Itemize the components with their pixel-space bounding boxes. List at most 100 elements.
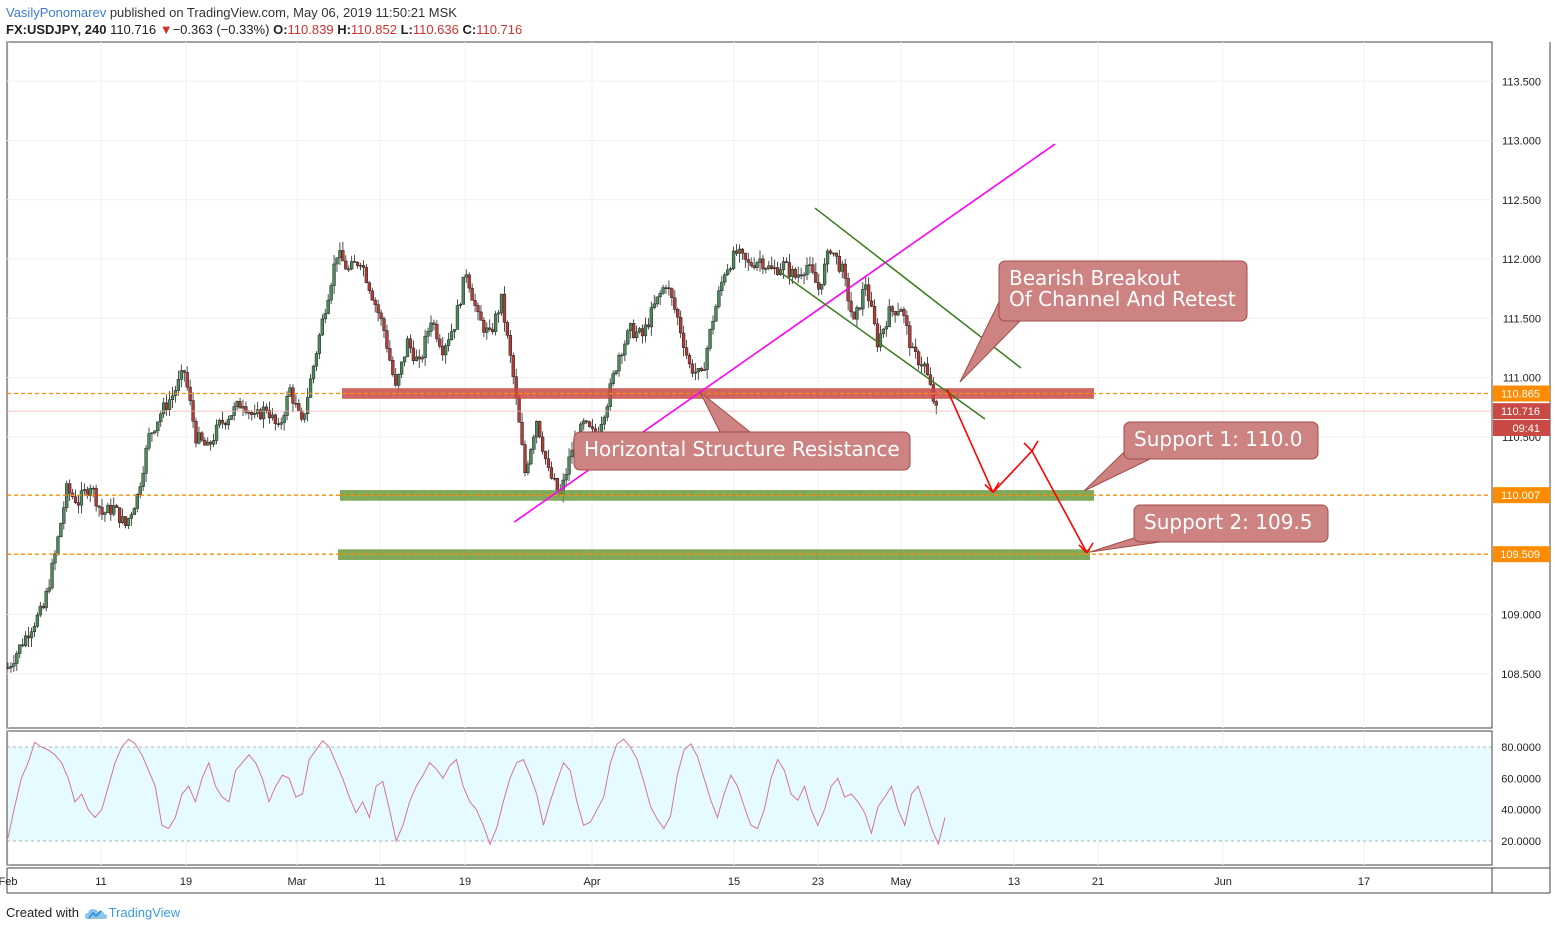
candle-body [731,250,736,269]
support2-callout[interactable] [1133,504,1329,543]
candle-body [652,303,656,308]
publish-info: VasilyPonomarev published on TradingView… [6,5,457,20]
symbol-label[interactable]: FX:USDJPY, 240 [6,22,107,37]
candle-body [905,315,909,326]
y-tick-label: 113.500 [1502,76,1541,88]
candle-body [867,284,871,302]
candle-body [520,421,524,445]
candle-body [614,370,618,375]
breakout-callout-text: Bearish Breakout [1009,266,1180,290]
candle-body [737,248,742,254]
candle-body [467,274,471,289]
resistance-zone[interactable] [342,388,1094,399]
candle-body [646,324,651,328]
projection-arrow[interactable] [992,450,1033,493]
candle-body [696,368,700,373]
candle-body [499,293,504,314]
candle-body [714,306,718,322]
candle-body [834,252,839,257]
y-tick-label: 113.000 [1502,136,1541,148]
rsi-tick-label: 80.0000 [1501,742,1541,754]
candle-body [452,329,457,332]
candle-body [837,255,841,272]
candle-body [432,322,436,325]
candle-body [552,477,557,480]
candle-body [12,663,16,667]
candle-body [811,264,815,273]
candle-body [787,262,792,277]
candle-body [170,395,175,400]
candle-body [908,325,912,348]
projection-arrow[interactable] [1031,450,1088,554]
candle-body [893,311,897,316]
candle-body [549,467,554,479]
candle-body [238,401,242,409]
candle-body [814,272,818,283]
candle-body [244,406,248,413]
candle-body [822,263,827,285]
candle-body [120,516,125,523]
candle-body [793,268,797,278]
candle-body [502,293,507,323]
candle-body [144,447,148,474]
candle-body [749,262,753,266]
candle-body [235,401,239,407]
x-tick-label: 21 [1092,876,1104,888]
author-link[interactable]: VasilyPonomarev [6,5,107,20]
candle-body [458,304,463,306]
x-tick-label: May [891,876,912,888]
candle-body [35,614,40,627]
high-label: H: [337,22,351,37]
y-tick-label: 112.000 [1502,254,1541,266]
candle-body [761,258,765,270]
candle-body [505,322,510,336]
candle-body [241,406,245,409]
candle-body [358,265,363,267]
candle-body [526,463,530,473]
candle-body [491,329,495,333]
rsi-line[interactable] [7,738,946,846]
projection-arrow[interactable] [946,389,994,493]
resistance-callout[interactable] [573,431,911,471]
candle-body [564,474,568,481]
candle-body [223,422,228,426]
channel-lower-line[interactable] [779,271,986,420]
candle-body [840,263,844,272]
created-with-text: Created with [6,905,79,920]
breakout-callout[interactable] [998,260,1248,322]
candle-body [53,553,57,564]
candle-body [352,261,357,263]
resistance-callout-text: Horizontal Structure Resistance [584,437,900,461]
candle-body [637,328,642,333]
tradingview-brand[interactable]: TradingView [108,905,181,920]
candle-body [379,312,383,320]
candle-body [364,267,369,283]
candle-body [370,290,374,301]
candle-body [261,406,266,420]
candle-body [711,320,715,330]
candle-body [267,410,272,419]
candle-body [755,262,759,268]
candle-body [585,420,589,423]
candle-body [699,368,703,372]
candle-body [869,300,874,307]
candle-body [29,631,34,639]
candle-body [734,250,739,254]
candle-body [743,252,747,260]
candle-body [100,506,104,515]
candle-body [632,323,636,338]
candle-body [881,328,886,335]
arrowhead [1078,542,1094,554]
support1-callout[interactable] [1123,421,1319,460]
candle-body [103,512,107,515]
candle-body [106,504,110,513]
candle-body [220,419,225,424]
arrowhead [1023,440,1039,452]
candle-body [56,536,60,555]
candle-body [925,363,930,375]
candle-body [470,287,474,301]
candle-body [693,371,698,374]
price-pane[interactable] [6,41,1493,729]
candle-body [141,473,145,487]
